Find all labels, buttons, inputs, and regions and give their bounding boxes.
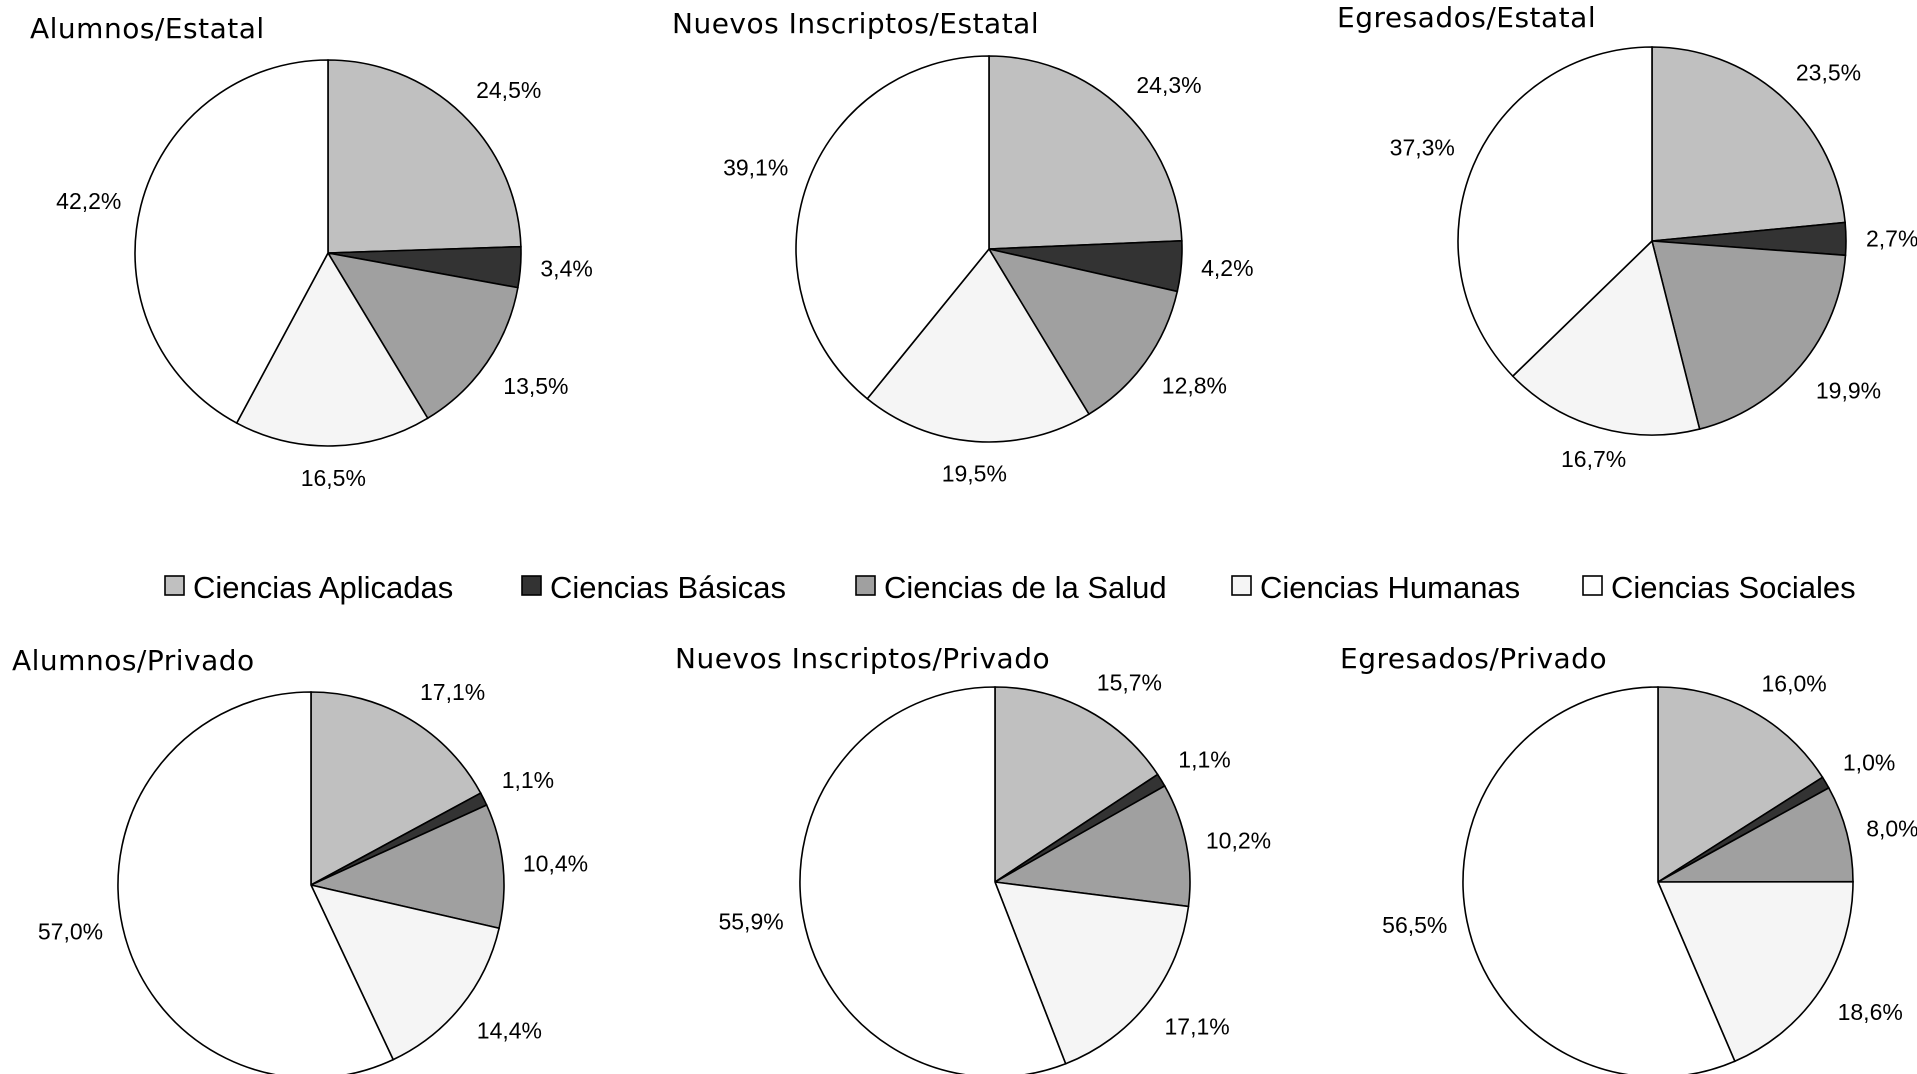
slice-ciencias-humanas [1656,880,1854,1063]
legend-item-ciencias-basicas: Ciencias Básicas [521,570,786,605]
slice-label-ciencias-de-la-salud: 12,8% [1162,373,1227,399]
slice-ciencias-humanas [235,251,429,447]
slice-label-ciencias-basicas: 1,0% [1843,749,1895,775]
legend-label: Ciencias Humanas [1260,570,1520,605]
slice-label-ciencias-sociales: 37,3% [1390,135,1455,161]
slice-label-ciencias-de-la-salud: 8,0% [1866,815,1917,841]
legend-swatch [1582,575,1603,596]
slice-ciencias-de-la-salud [992,784,1191,908]
slice-ciencias-aplicadas [327,59,522,254]
pie-alumnos-estatal: Alumnos/Estatal 24,5% 3,4% 13,5% 16,5% 42,2% [30,12,593,491]
slice-label-ciencias-sociales: 42,2% [56,188,121,214]
legend-swatch [855,575,876,596]
legend-swatch [521,575,542,596]
legend-label: Ciencias Básicas [550,570,786,605]
slice-ciencias-aplicadas [1657,686,1824,884]
slice-label-ciencias-sociales: 57,0% [38,919,103,945]
slice-ciencias-humanas [866,247,1090,443]
slice-label-ciencias-aplicadas: 23,5% [1796,60,1861,86]
slice-label-ciencias-humanas: 17,1% [1165,1013,1230,1039]
slice-ciencias-humanas [993,881,1190,1065]
legend-swatch [164,575,185,596]
pie-title: Nuevos Inscriptos/Privado [675,642,1050,675]
slice-ciencias-humanas [1511,239,1701,436]
slice-label-ciencias-basicas: 1,1% [502,767,554,793]
pie-title: Egresados/Privado [1340,642,1607,675]
slice-label-ciencias-humanas: 19,5% [942,461,1007,487]
legend-label: Ciencias Sociales [1611,570,1856,605]
legend-item-ciencias-de-la-salud: Ciencias de la Salud [855,570,1167,605]
slice-ciencias-aplicadas [1651,46,1846,242]
slice-label-ciencias-sociales: 56,5% [1382,912,1447,938]
slice-label-ciencias-basicas: 1,1% [1178,747,1230,773]
slice-label-ciencias-aplicadas: 15,7% [1097,670,1162,696]
slice-label-ciencias-humanas: 16,5% [301,465,366,491]
slice-ciencias-humanas [309,883,501,1061]
legend-label: Ciencias Aplicadas [193,570,453,605]
pie-title: Alumnos/Estatal [30,12,265,45]
slice-ciencias-aplicadas [994,686,1159,884]
slice-label-ciencias-aplicadas: 24,5% [476,77,541,103]
slice-ciencias-sociales [799,686,1067,1074]
pie-egresados-privado: Egresados/Privado 16,0% 1,0% 8,0% 18,6% 56,5% [1340,642,1917,1074]
slice-label-ciencias-de-la-salud: 10,2% [1206,827,1271,853]
slice-label-ciencias-de-la-salud: 19,9% [1816,378,1881,404]
slice-ciencias-sociales [1462,686,1736,1074]
pie-nuevos-inscriptos-privado: Nuevos Inscriptos/Privado 15,7% 1,1% 10,2% 1… [675,642,1271,1074]
pie-charts: Alumnos/Estatal 24,5% 3,4% 13,5% 16,5% 42,2% N… [12,1,1917,1074]
pie-title: Alumnos/Privado [12,644,255,677]
pie-egresados-estatal: Egresados/Estatal 23,5% 2,7% 19,9% 16,7% 37,3… [1337,1,1917,472]
slice-ciencias-de-la-salud [987,247,1179,416]
legend-label: Ciencias de la Salud [884,570,1167,605]
pie-title: Egresados/Estatal [1337,1,1596,34]
slice-label-ciencias-basicas: 4,2% [1201,255,1253,281]
slice-label-ciencias-basicas: 3,4% [540,256,592,282]
pie-nuevos-inscriptos-estatal: Nuevos Inscriptos/Estatal 24,3% 4,2% 12,8% 1… [672,7,1254,487]
slice-label-ciencias-de-la-salud: 13,5% [503,373,568,399]
slice-ciencias-aplicadas [310,691,482,887]
slice-ciencias-sociales [134,59,329,425]
slice-label-ciencias-aplicadas: 17,1% [420,679,485,705]
pie-title: Nuevos Inscriptos/Estatal [672,7,1039,40]
slice-label-ciencias-humanas: 18,6% [1838,999,1903,1025]
slice-ciencias-de-la-salud [308,803,505,930]
slice-label-ciencias-aplicadas: 24,3% [1136,72,1201,98]
slice-label-ciencias-basicas: 2,7% [1866,226,1917,252]
slice-label-ciencias-de-la-salud: 10,4% [523,851,588,877]
legend-item-ciencias-sociales: Ciencias Sociales [1582,570,1856,605]
legend: Ciencias Aplicadas Ciencias Básicas Cienci… [164,570,1856,605]
slice-ciencias-sociales [795,55,990,400]
slice-ciencias-sociales [1457,46,1653,378]
legend-swatch [1231,575,1252,596]
slice-label-ciencias-humanas: 16,7% [1561,446,1626,472]
slice-label-ciencias-sociales: 39,1% [723,155,788,181]
slice-ciencias-aplicadas [988,55,1183,250]
legend-item-ciencias-humanas: Ciencias Humanas [1231,570,1520,605]
slice-ciencias-sociales [117,691,395,1074]
pie-alumnos-privado: Alumnos/Privado 17,1% 1,1% 10,4% 14,4% 57,0% [12,644,588,1074]
legend-item-ciencias-aplicadas: Ciencias Aplicadas [164,570,453,605]
slice-ciencias-de-la-salud [1650,240,1847,431]
slice-ciencias-de-la-salud [326,251,519,420]
slice-label-ciencias-sociales: 55,9% [718,909,783,935]
slice-label-ciencias-aplicadas: 16,0% [1762,671,1827,697]
slice-label-ciencias-humanas: 14,4% [477,1018,542,1044]
slice-ciencias-de-la-salud [1657,786,1854,883]
